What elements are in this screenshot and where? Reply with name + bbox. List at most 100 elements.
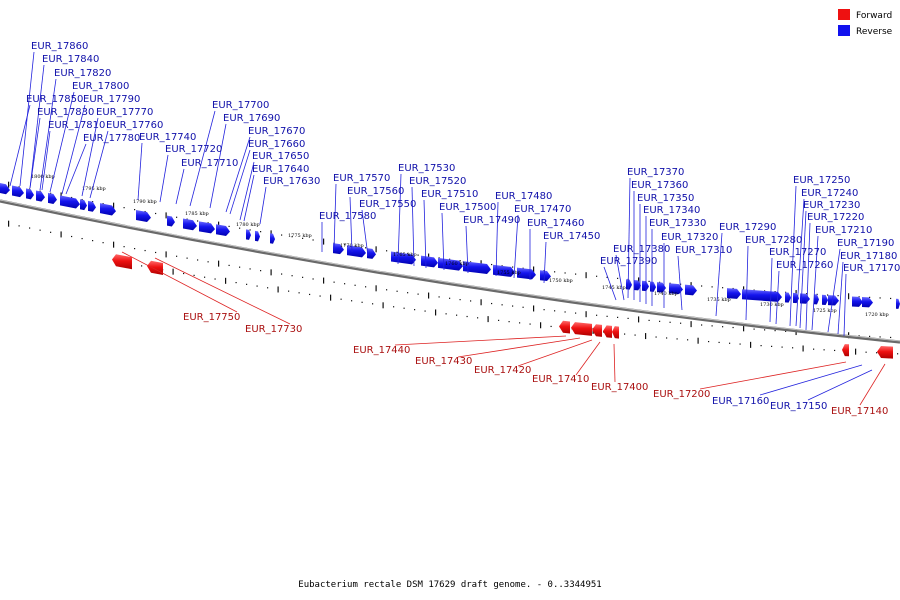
reverse-gene-arrow [216, 224, 230, 236]
scale-dot [529, 323, 531, 325]
scale-dot [351, 300, 353, 302]
scale-dot [102, 242, 104, 244]
scale-dot [288, 290, 290, 292]
reverse-gene-arrow [540, 270, 551, 282]
scale-dot [533, 305, 535, 312]
scale-dot [543, 309, 545, 311]
leader-line [175, 168, 185, 205]
scale-dot [281, 273, 283, 275]
leader-line [859, 363, 886, 406]
scale-dot [543, 270, 545, 272]
scale-dot [298, 292, 300, 294]
leader-line [225, 136, 251, 213]
gene-label: EUR_17320 [661, 232, 718, 243]
backbone [0, 199, 900, 344]
scale-dot [764, 329, 766, 331]
gene-label: EUR_17640 [252, 164, 309, 175]
scale-dot [837, 295, 839, 297]
scale-dot [522, 306, 524, 308]
scale-dot [102, 203, 104, 205]
scale-dot [596, 314, 598, 316]
leader-line [349, 196, 353, 253]
gene-label: EUR_17630 [263, 176, 320, 187]
scale-dot [176, 216, 178, 218]
gene-label: EUR_17720 [165, 144, 222, 155]
scale-dot [438, 257, 440, 259]
scale-dot [823, 349, 825, 351]
scale-dot [585, 311, 587, 318]
scale-dot [319, 295, 321, 297]
reverse-gene-arrow [26, 188, 34, 200]
scale-dot [414, 309, 416, 311]
scale-dot [760, 345, 762, 347]
scale-dot [732, 287, 734, 290]
scale-dot [596, 275, 598, 277]
scale-dot [722, 287, 724, 289]
scale-dot [144, 249, 146, 252]
reverse-gene-arrow [814, 294, 819, 305]
scale-dot [218, 221, 220, 228]
scale-dot [680, 283, 682, 285]
scale-dot [470, 300, 472, 302]
scale-dot [648, 280, 650, 282]
scale-dot [260, 231, 262, 233]
scale-dot [729, 342, 731, 344]
scale-dot [858, 296, 860, 298]
leader-line [239, 161, 255, 221]
scale-dot [512, 266, 514, 268]
scale-dot [575, 273, 577, 275]
forward-gene-arrow [559, 320, 570, 334]
scale-dot [193, 274, 195, 276]
leader-line [775, 270, 780, 325]
gene-label: EUR_17510 [421, 189, 478, 200]
leader-line [394, 335, 567, 346]
scale-dot [897, 353, 899, 355]
scale-dot [655, 336, 657, 338]
scale-dot [281, 234, 283, 236]
gene-label: EUR_17790 [83, 94, 140, 105]
tick-label: 1720 kbp [865, 312, 889, 318]
scale-dot [71, 196, 73, 199]
scale-dot [256, 285, 258, 287]
scale-dot [676, 338, 678, 340]
scale-dot [8, 220, 10, 227]
leader-line [715, 232, 723, 317]
scale-dot [155, 251, 157, 254]
forward-gene-arrow [112, 254, 132, 270]
scale-dot [480, 299, 482, 306]
scale-dot [659, 320, 661, 322]
leader-line [615, 254, 625, 301]
reverse-gene-arrow [100, 203, 116, 216]
reverse-gene-arrow [246, 229, 251, 240]
scale-dot [701, 285, 703, 287]
scale-dot [323, 238, 325, 245]
scale-dot [260, 270, 262, 272]
gene-label: EUR_17800 [72, 81, 129, 92]
leader-line [789, 185, 797, 327]
scale-dot [134, 209, 136, 211]
leader-lines [9, 51, 886, 406]
leader-line [837, 261, 844, 335]
scale-dot [386, 289, 388, 291]
reverse-gene-arrow [391, 251, 416, 265]
scale-dot [858, 335, 860, 337]
scale-dot [718, 341, 720, 344]
scale-dot [477, 317, 479, 319]
scale-dot [617, 316, 619, 318]
leader-line [811, 235, 819, 331]
scale-dot [207, 261, 209, 263]
gene-label: EUR_17140 [831, 406, 888, 417]
leader-line [441, 212, 445, 271]
scale-dot [372, 303, 374, 305]
gene-label: EUR_17690 [223, 113, 280, 124]
reverse-gene-arrow [333, 243, 344, 255]
reverse-gene-arrow [642, 280, 649, 292]
gene-label: EUR_17700 [212, 100, 269, 111]
scale-dot [879, 336, 881, 338]
scale-dot [865, 351, 867, 353]
scale-dot [550, 325, 552, 328]
scale-dot [39, 229, 41, 231]
reverse-gene-arrow [270, 233, 275, 244]
tick-label: 1750 kbp [549, 278, 573, 284]
